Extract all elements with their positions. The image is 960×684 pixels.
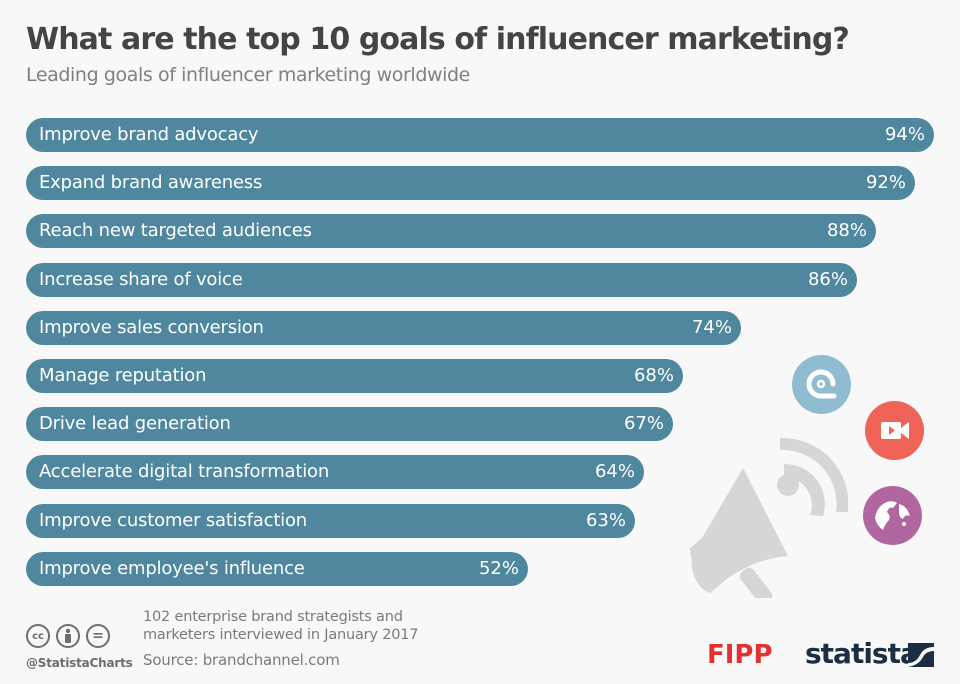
bar-label: Improve brand advocacy — [39, 124, 259, 145]
bar-value: 64% — [594, 461, 635, 482]
cc-icon: cc — [26, 624, 50, 648]
bar-label: Improve customer satisfaction — [39, 510, 308, 531]
bar-improve-employees-influence: Improve employee's influence 52% — [26, 552, 528, 586]
bar-value: 74% — [691, 317, 732, 338]
source-text: Source: brandchannel.com — [143, 651, 340, 669]
by-icon — [56, 624, 80, 648]
bar-label: Increase share of voice — [39, 269, 243, 290]
bar-label: Accelerate digital transformation — [39, 461, 330, 482]
nd-text: = — [92, 628, 104, 644]
bar-accelerate-digital-transformation: Accelerate digital transformation 64% — [26, 455, 644, 489]
at-sign-icon — [792, 355, 851, 414]
bar-drive-lead-generation: Drive lead generation 67% — [26, 407, 673, 441]
statista-logo: statista — [805, 637, 919, 670]
bar-value: 63% — [585, 510, 626, 531]
survey-note-line1: 102 enterprise brand strategists and — [143, 609, 403, 625]
license-icons: cc = — [26, 624, 110, 648]
globe-icon — [863, 486, 922, 545]
bar-value: 92% — [865, 172, 906, 193]
bar-label: Improve employee's influence — [39, 558, 305, 579]
bar-increase-share-of-voice: Increase share of voice 86% — [26, 263, 857, 297]
bar-expand-brand-awareness: Expand brand awareness 92% — [26, 166, 915, 200]
bar-value: 94% — [884, 124, 925, 145]
bar-label: Reach new targeted audiences — [39, 220, 312, 241]
nd-icon: = — [86, 624, 110, 648]
statista-logo-mark-icon — [908, 643, 934, 667]
bar-value: 88% — [826, 220, 867, 241]
bar-label: Improve sales conversion — [39, 317, 264, 338]
bar-value: 52% — [478, 558, 519, 579]
chart-subtitle: Leading goals of influencer marketing wo… — [26, 64, 470, 86]
fipp-logo: FIPP — [707, 640, 773, 670]
bar-value: 86% — [807, 269, 848, 290]
bar-label: Expand brand awareness — [39, 172, 263, 193]
bar-manage-reputation: Manage reputation 68% — [26, 359, 683, 393]
video-camera-icon — [865, 401, 924, 460]
bar-value: 68% — [633, 365, 674, 386]
bar-label: Drive lead generation — [39, 413, 231, 434]
bar-reach-new-targeted-audiences: Reach new targeted audiences 88% — [26, 214, 876, 248]
bar-improve-customer-satisfaction: Improve customer satisfaction 63% — [26, 504, 635, 538]
cc-text: cc — [32, 630, 44, 642]
bar-improve-sales-conversion: Improve sales conversion 74% — [26, 311, 741, 345]
statista-handle: @StatistaCharts — [26, 656, 133, 670]
survey-note-line2: marketers interviewed in January 2017 — [143, 627, 419, 643]
bar-label: Manage reputation — [39, 365, 207, 386]
bar-improve-brand-advocacy: Improve brand advocacy 94% — [26, 118, 934, 152]
megaphone-icon — [690, 437, 848, 598]
survey-note: 102 enterprise brand strategists and mar… — [143, 608, 419, 644]
chart-title: What are the top 10 goals of influencer … — [26, 22, 850, 57]
bar-value: 67% — [623, 413, 664, 434]
